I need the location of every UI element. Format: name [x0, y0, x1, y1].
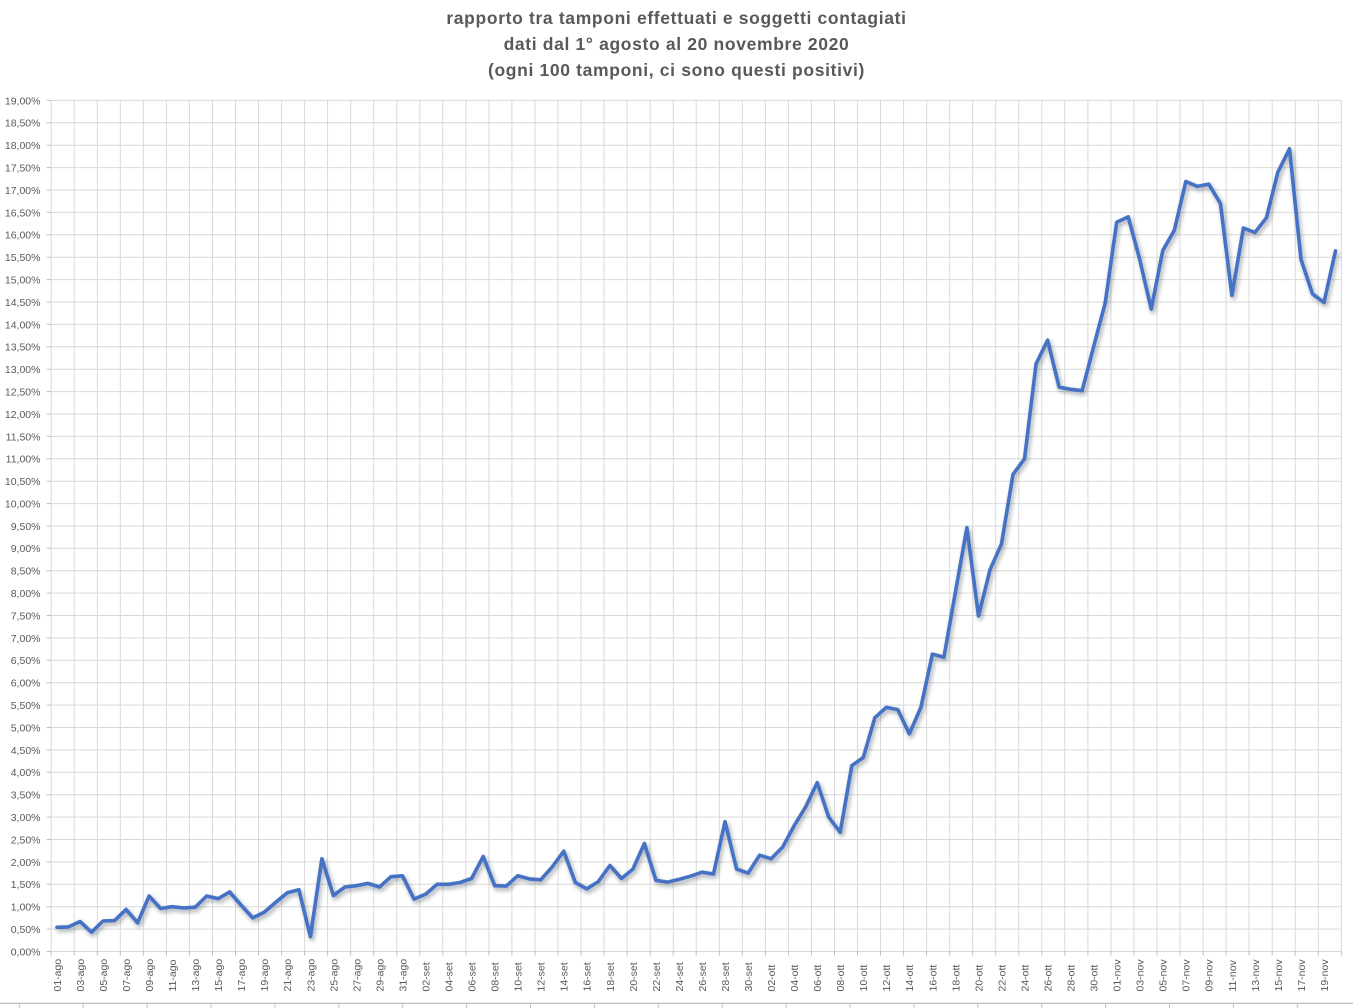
svg-text:16-set: 16-set [582, 962, 594, 991]
svg-text:18-set: 18-set [605, 962, 617, 991]
svg-text:17,50%: 17,50% [5, 163, 41, 175]
svg-text:14-ott: 14-ott [904, 965, 916, 992]
svg-text:04-set: 04-set [444, 962, 456, 991]
svg-text:14-set: 14-set [559, 962, 571, 991]
svg-text:10,00%: 10,00% [5, 499, 41, 511]
svg-text:27-ago: 27-ago [351, 959, 363, 992]
svg-text:12,50%: 12,50% [5, 387, 41, 399]
svg-text:12,00%: 12,00% [5, 409, 41, 421]
svg-text:22-ott: 22-ott [996, 965, 1008, 992]
svg-text:07-nov: 07-nov [1181, 959, 1193, 992]
svg-text:11,50%: 11,50% [6, 431, 41, 443]
svg-text:22-set: 22-set [651, 962, 663, 991]
svg-text:12-set: 12-set [536, 962, 548, 991]
svg-text:11,00%: 11,00% [6, 454, 41, 466]
svg-text:09-nov: 09-nov [1204, 959, 1216, 992]
svg-text:18,50%: 18,50% [5, 118, 41, 130]
svg-text:20-ott: 20-ott [973, 965, 985, 992]
svg-text:02-set: 02-set [421, 962, 433, 991]
svg-text:1,00%: 1,00% [11, 902, 41, 914]
svg-text:16,00%: 16,00% [5, 230, 41, 242]
svg-text:24-ott: 24-ott [1019, 965, 1031, 992]
svg-text:26-set: 26-set [697, 962, 709, 991]
svg-text:26-ott: 26-ott [1043, 965, 1055, 992]
svg-text:17-nov: 17-nov [1296, 959, 1308, 992]
svg-text:07-ago: 07-ago [121, 959, 133, 992]
svg-text:25-ago: 25-ago [328, 959, 340, 992]
svg-text:03-ago: 03-ago [75, 959, 87, 992]
svg-text:9,00%: 9,00% [11, 543, 41, 555]
svg-text:13-nov: 13-nov [1250, 959, 1262, 992]
svg-text:13,00%: 13,00% [5, 364, 41, 376]
svg-text:2,00%: 2,00% [11, 857, 41, 869]
svg-text:8,50%: 8,50% [11, 566, 41, 578]
svg-text:11-nov: 11-nov [1227, 959, 1239, 991]
svg-text:15,00%: 15,00% [5, 275, 41, 287]
svg-text:01-ago: 01-ago [52, 959, 64, 992]
svg-text:10-ott: 10-ott [858, 965, 870, 992]
svg-text:16,50%: 16,50% [5, 207, 41, 219]
svg-text:6,50%: 6,50% [11, 655, 41, 667]
svg-text:04-ott: 04-ott [789, 965, 801, 992]
svg-text:11-ago: 11-ago [167, 959, 179, 991]
svg-text:3,00%: 3,00% [11, 812, 41, 824]
svg-text:01-nov: 01-nov [1112, 959, 1124, 992]
svg-text:23-ago: 23-ago [305, 959, 317, 992]
svg-text:5,50%: 5,50% [11, 700, 41, 712]
svg-text:5,00%: 5,00% [11, 722, 41, 734]
svg-text:17,00%: 17,00% [5, 185, 41, 197]
svg-text:29-ago: 29-ago [374, 959, 386, 992]
svg-text:02-ott: 02-ott [766, 965, 778, 992]
svg-text:7,50%: 7,50% [11, 610, 41, 622]
svg-text:31-ago: 31-ago [397, 959, 409, 992]
svg-text:03-nov: 03-nov [1135, 959, 1147, 992]
svg-text:0,50%: 0,50% [11, 924, 41, 936]
svg-text:18,00%: 18,00% [5, 140, 41, 152]
svg-text:14,00%: 14,00% [5, 319, 41, 331]
svg-text:19-nov: 19-nov [1319, 959, 1331, 992]
svg-text:9,50%: 9,50% [11, 521, 41, 533]
svg-text:06-set: 06-set [467, 962, 479, 991]
svg-text:7,00%: 7,00% [11, 633, 41, 645]
svg-text:16-ott: 16-ott [927, 965, 939, 992]
svg-text:13-ago: 13-ago [190, 959, 202, 992]
svg-text:2,50%: 2,50% [11, 834, 41, 846]
svg-text:19,00%: 19,00% [5, 95, 41, 107]
svg-text:14,50%: 14,50% [5, 297, 41, 309]
svg-text:15,50%: 15,50% [5, 252, 41, 264]
svg-text:17-ago: 17-ago [236, 959, 248, 992]
svg-text:10-set: 10-set [513, 962, 525, 991]
svg-text:30-ott: 30-ott [1089, 965, 1101, 992]
svg-text:19-ago: 19-ago [259, 959, 271, 992]
svg-text:24-set: 24-set [674, 962, 686, 991]
svg-text:10,50%: 10,50% [5, 476, 41, 488]
svg-text:6,00%: 6,00% [11, 678, 41, 690]
svg-text:06-ott: 06-ott [812, 965, 824, 992]
svg-text:0,00%: 0,00% [11, 946, 41, 958]
svg-text:15-ago: 15-ago [213, 959, 225, 992]
svg-text:13,50%: 13,50% [5, 342, 41, 354]
svg-text:28-ott: 28-ott [1066, 965, 1078, 992]
svg-text:4,50%: 4,50% [11, 745, 41, 757]
svg-text:08-ott: 08-ott [835, 965, 847, 992]
svg-text:21-ago: 21-ago [282, 959, 294, 992]
svg-text:28-set: 28-set [720, 962, 732, 991]
svg-text:8,00%: 8,00% [11, 588, 41, 600]
svg-text:4,00%: 4,00% [11, 767, 41, 779]
svg-text:05-ago: 05-ago [98, 959, 110, 992]
svg-text:15-nov: 15-nov [1273, 959, 1285, 992]
svg-text:30-set: 30-set [743, 962, 755, 991]
svg-text:08-set: 08-set [490, 962, 502, 991]
svg-text:09-ago: 09-ago [144, 959, 156, 992]
svg-text:1,50%: 1,50% [11, 879, 41, 891]
svg-text:18-ott: 18-ott [950, 965, 962, 992]
svg-text:05-nov: 05-nov [1158, 959, 1170, 992]
svg-text:12-ott: 12-ott [881, 965, 893, 992]
svg-text:3,50%: 3,50% [11, 790, 41, 802]
svg-text:20-set: 20-set [628, 962, 640, 991]
